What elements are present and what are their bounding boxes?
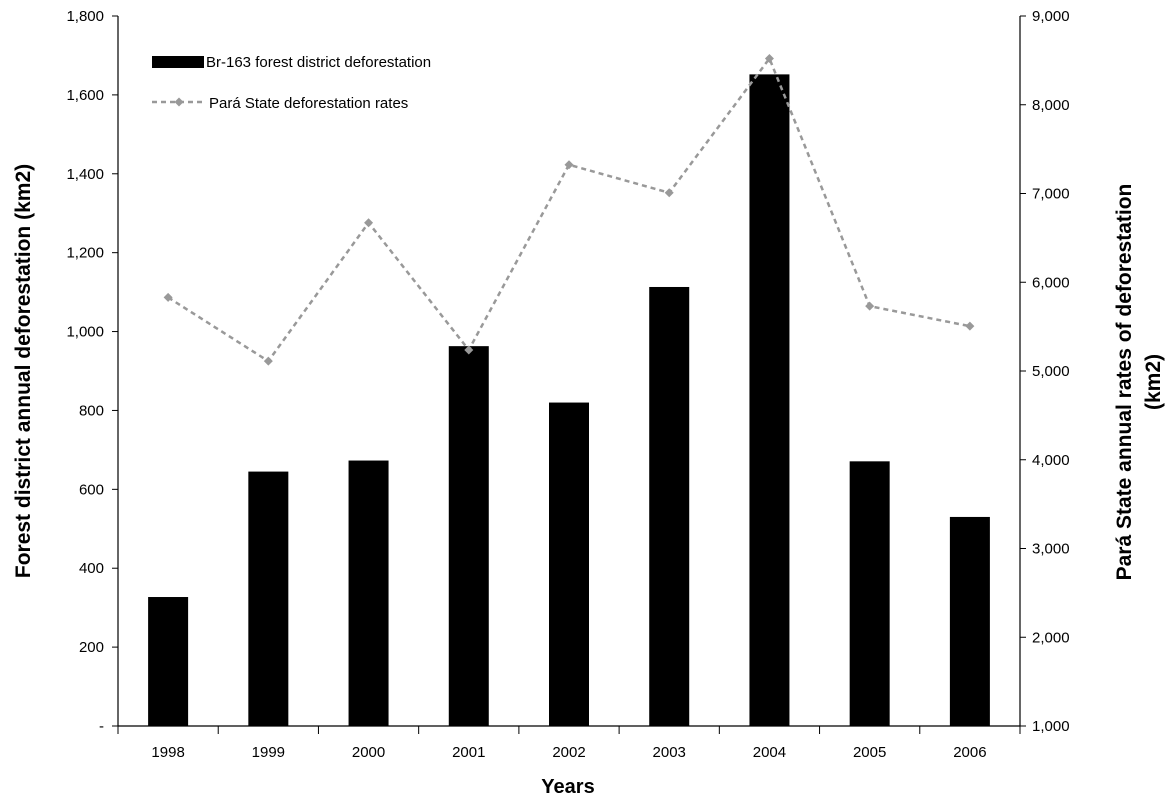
- left-tick-label: 600: [79, 481, 104, 498]
- right-axis-ticks: 1,000 2,000 3,000 4,000 5,000 6,000 7,000 8,000…: [1020, 8, 1070, 735]
- line-point: [564, 160, 574, 170]
- bar: [649, 286, 690, 726]
- bar: [849, 461, 890, 726]
- left-tick-label: 1,800: [66, 8, 104, 25]
- line-point: [464, 345, 474, 355]
- line-path: [167, 55, 971, 363]
- left-tick-label: -: [99, 718, 104, 735]
- legend-bar-label: Br-163 forest district deforestation: [206, 54, 431, 71]
- left-tick-label: 200: [79, 639, 104, 656]
- left-axis-title: Forest district annual deforestation (km…: [12, 164, 35, 578]
- x-tick-label: 2000: [352, 744, 385, 761]
- right-tick-label: 7,000: [1032, 186, 1070, 203]
- line-point: [364, 218, 374, 228]
- line-point: [965, 321, 975, 331]
- left-tick-label: 1,400: [66, 166, 104, 183]
- line-point: [664, 188, 674, 198]
- line-point: [163, 292, 173, 302]
- line-point: [764, 54, 774, 64]
- right-tick-label: 4,000: [1032, 452, 1070, 469]
- x-tick-label: 1998: [151, 744, 184, 761]
- right-tick-label: 8,000: [1032, 97, 1070, 114]
- bar: [549, 402, 589, 726]
- left-axis-ticks: - 200 400 600 800 1,000 1,200 1,400 1,600 1,800: [66, 8, 118, 735]
- x-tick-label: 2006: [953, 744, 986, 761]
- right-axis-title-line-1: Pará State annual rates of deforestation: [1113, 184, 1136, 581]
- x-axis-ticks: 1998 1999 2000 2001 2002 2003 2004 2005 2006: [117, 726, 1021, 761]
- x-tick-label: 1999: [252, 744, 285, 761]
- x-tick-label: 2001: [452, 744, 485, 761]
- bar: [749, 74, 790, 726]
- legend-line-marker: [174, 97, 184, 107]
- bar: [348, 460, 389, 726]
- bar-series: [148, 74, 990, 726]
- bar: [448, 346, 489, 726]
- left-tick-label: 400: [79, 560, 104, 577]
- x-tick-label: 2003: [653, 744, 686, 761]
- left-tick-label: 800: [79, 402, 104, 419]
- right-tick-label: 3,000: [1032, 541, 1070, 558]
- left-tick-label: 1,200: [66, 245, 104, 262]
- legend-line-label: Pará State deforestation rates: [209, 95, 408, 112]
- left-tick-label: 1,000: [66, 324, 104, 341]
- bar: [949, 516, 990, 726]
- legend-bar-swatch: [152, 56, 204, 68]
- x-axis-title: Years: [541, 776, 594, 798]
- line-point: [263, 356, 273, 366]
- line-point: [865, 301, 875, 311]
- legend: Br-163 forest district deforestation Par…: [152, 54, 431, 112]
- x-tick-label: 2002: [552, 744, 585, 761]
- bar: [148, 597, 189, 726]
- right-axis-title-line-2: (km2): [1142, 354, 1165, 410]
- x-tick-label: 2004: [753, 744, 786, 761]
- bar: [248, 471, 289, 726]
- x-tick-label: 2005: [853, 744, 886, 761]
- right-tick-label: 2,000: [1032, 629, 1070, 646]
- left-tick-label: 1,600: [66, 87, 104, 104]
- right-tick-label: 9,000: [1032, 8, 1070, 25]
- right-tick-label: 1,000: [1032, 718, 1070, 735]
- right-tick-label: 5,000: [1032, 363, 1070, 380]
- line-series: [163, 54, 975, 366]
- right-tick-label: 6,000: [1032, 274, 1070, 291]
